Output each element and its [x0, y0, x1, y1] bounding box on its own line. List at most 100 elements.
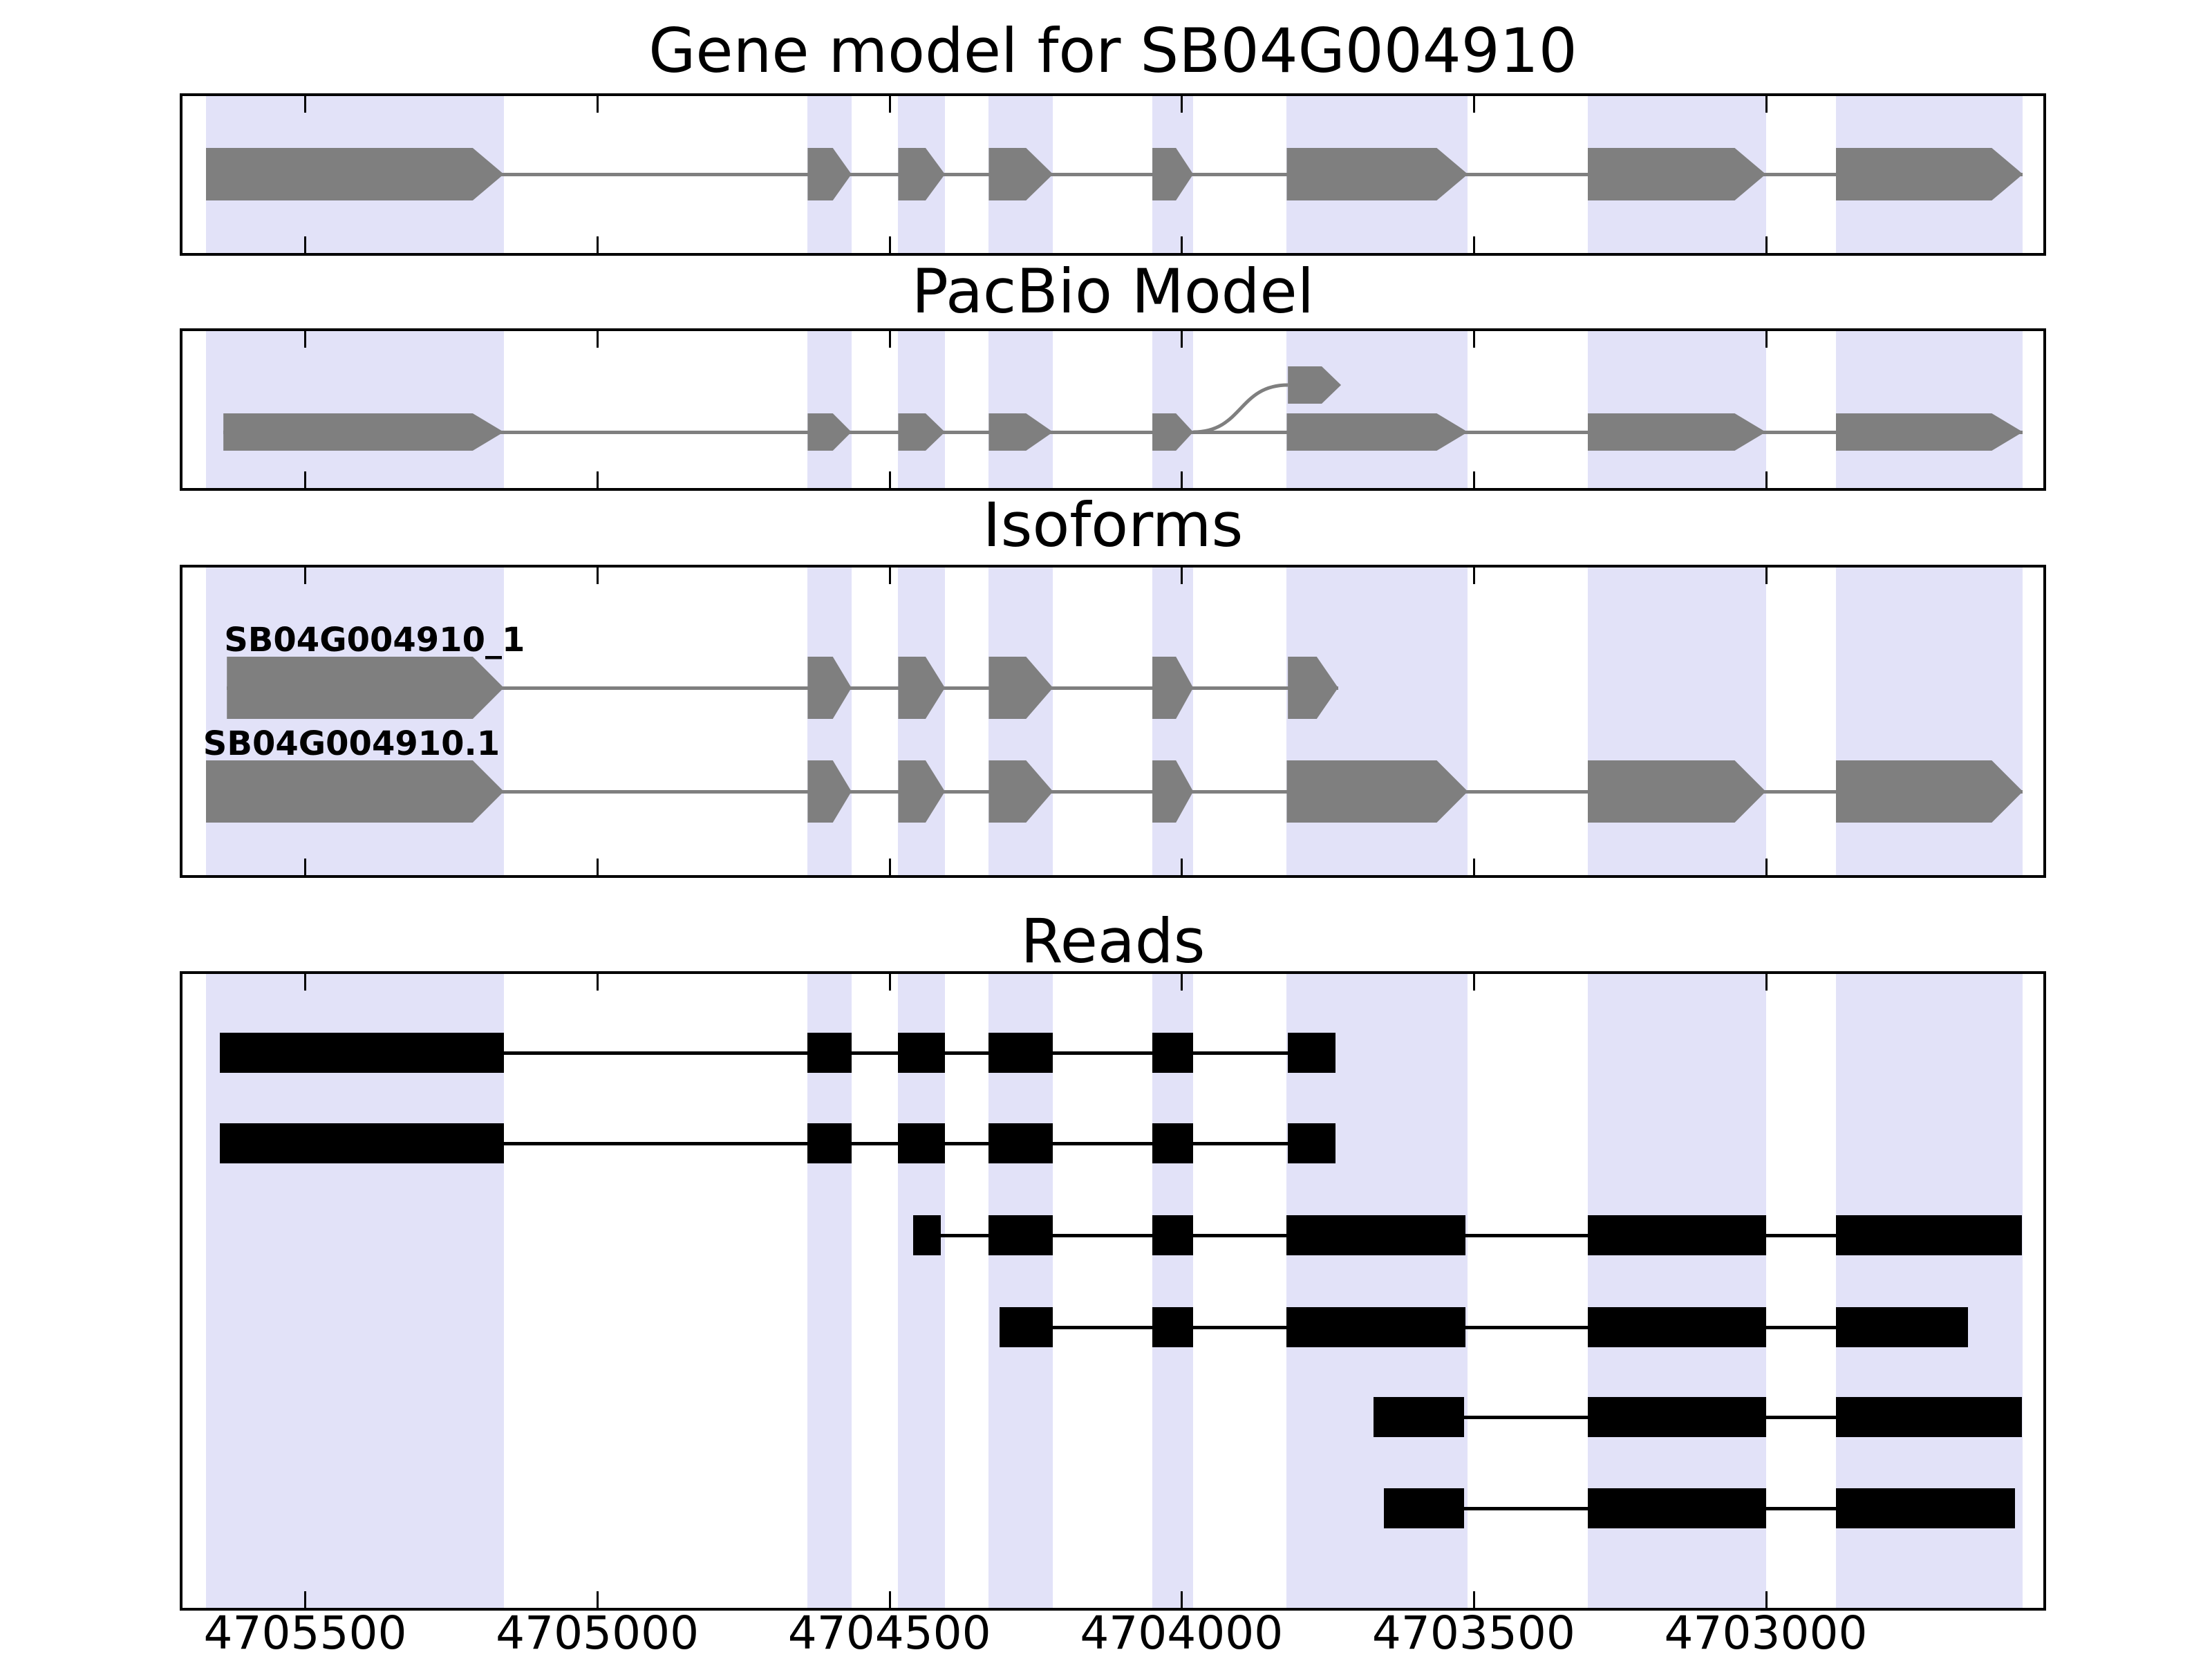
exon-highlight-band — [1835, 568, 2023, 875]
tick-mark — [888, 331, 891, 348]
tick-mark — [1181, 1591, 1183, 1608]
tick-mark — [597, 1591, 599, 1608]
exon-highlight-band — [988, 568, 1053, 875]
exon-highlight-band — [205, 974, 504, 1608]
read-exon — [1152, 1215, 1194, 1255]
intron-line — [227, 686, 1338, 690]
tick-mark — [1765, 471, 1768, 488]
reads-title: Reads — [1020, 906, 1206, 977]
tick-mark — [888, 96, 891, 113]
exon-highlight-band — [807, 974, 852, 1608]
intron-line — [205, 790, 2023, 794]
tick-mark — [1472, 1591, 1475, 1608]
read-exon — [988, 1215, 1053, 1255]
tick-mark — [597, 471, 599, 488]
model-exon — [1286, 148, 1468, 200]
tick-mark — [1472, 236, 1475, 253]
read-exon — [1835, 1307, 1968, 1347]
x-axis-tick-labels: 4705500 4705000 4704500 4704000 4703500 47030… — [180, 1611, 2046, 1659]
gene-model-title: Gene model for SB04G004910 — [648, 15, 1577, 86]
tick-mark — [1472, 974, 1475, 991]
exon-highlight-band — [1152, 568, 1194, 875]
tick-mark — [597, 568, 599, 584]
exon-highlight-band — [205, 331, 504, 488]
tick-mark — [1765, 568, 1768, 584]
tick-mark — [304, 859, 307, 875]
exon-highlight-band — [1152, 974, 1194, 1608]
tick-mark — [304, 236, 307, 253]
model-exon — [1286, 760, 1468, 823]
read-exon — [1152, 1033, 1194, 1073]
tick-mark — [1181, 568, 1183, 584]
read-exon — [1288, 1033, 1336, 1073]
tick-mark — [597, 331, 599, 348]
exon-highlight-band — [1286, 331, 1468, 488]
model-exon — [1286, 413, 1468, 451]
tick-mark — [304, 1591, 307, 1608]
read-exon — [1152, 1123, 1194, 1163]
read-exon — [220, 1033, 504, 1073]
isoform-label: SB04G004910_1 — [224, 621, 525, 659]
model-exon — [1588, 760, 1766, 823]
x-tick-label: 4704500 — [787, 1606, 991, 1659]
exon-highlight-band — [807, 331, 852, 488]
read-exon — [1587, 1488, 1766, 1528]
read-exon — [898, 1033, 945, 1073]
tick-mark — [597, 236, 599, 253]
intron-line — [913, 1234, 2022, 1237]
exon-highlight-band — [1587, 331, 1766, 488]
read-exon — [1587, 1215, 1766, 1255]
model-exon — [223, 413, 504, 451]
read-exon — [1835, 1488, 2015, 1528]
pacbio-panel — [180, 328, 2046, 491]
tick-mark — [597, 859, 599, 875]
tick-mark — [888, 236, 891, 253]
tick-mark — [1765, 331, 1768, 348]
model-exon — [227, 657, 504, 719]
model-exon — [206, 148, 504, 200]
isoforms-title: Isoforms — [982, 489, 1244, 561]
read-exon — [1000, 1307, 1053, 1347]
x-tick-label: 4704000 — [1080, 1606, 1284, 1659]
model-exon — [1836, 760, 2023, 823]
tick-mark — [888, 471, 891, 488]
model-exon — [1588, 148, 1766, 200]
tick-mark — [304, 568, 307, 584]
read-exon — [1587, 1397, 1766, 1437]
exon-highlight-band — [1152, 331, 1194, 488]
tick-mark — [888, 974, 891, 991]
exon-highlight-band — [807, 568, 852, 875]
tick-mark — [1181, 331, 1183, 348]
tick-mark — [1181, 471, 1183, 488]
read-exon — [913, 1215, 941, 1255]
tick-mark — [1472, 568, 1475, 584]
read-exon — [1835, 1397, 2022, 1437]
read-exon — [807, 1033, 852, 1073]
model-exon — [1588, 413, 1766, 451]
exon-highlight-band — [988, 974, 1053, 1608]
intron-line — [220, 1051, 1336, 1055]
model-exon — [1836, 148, 2023, 200]
read-exon — [807, 1123, 852, 1163]
tick-mark — [1181, 236, 1183, 253]
read-exon — [1152, 1307, 1194, 1347]
exon-highlight-band — [988, 331, 1053, 488]
tick-mark — [597, 974, 599, 991]
read-exon — [1374, 1397, 1464, 1437]
intron-line — [1000, 1326, 1968, 1329]
exon-highlight-band — [898, 568, 945, 875]
exon-highlight-band — [898, 331, 945, 488]
x-tick-label: 4703500 — [1371, 1606, 1575, 1659]
read-exon — [988, 1033, 1053, 1073]
tick-mark — [1765, 974, 1768, 991]
tick-mark — [888, 568, 891, 584]
intron-line — [205, 173, 2023, 176]
x-tick-label: 4703000 — [1664, 1606, 1868, 1659]
tick-mark — [597, 96, 599, 113]
model-exon — [206, 760, 504, 823]
reads-panel — [180, 971, 2046, 1611]
read-exon — [1587, 1307, 1766, 1347]
intron-line — [220, 1142, 1336, 1145]
tick-mark — [1181, 96, 1183, 113]
